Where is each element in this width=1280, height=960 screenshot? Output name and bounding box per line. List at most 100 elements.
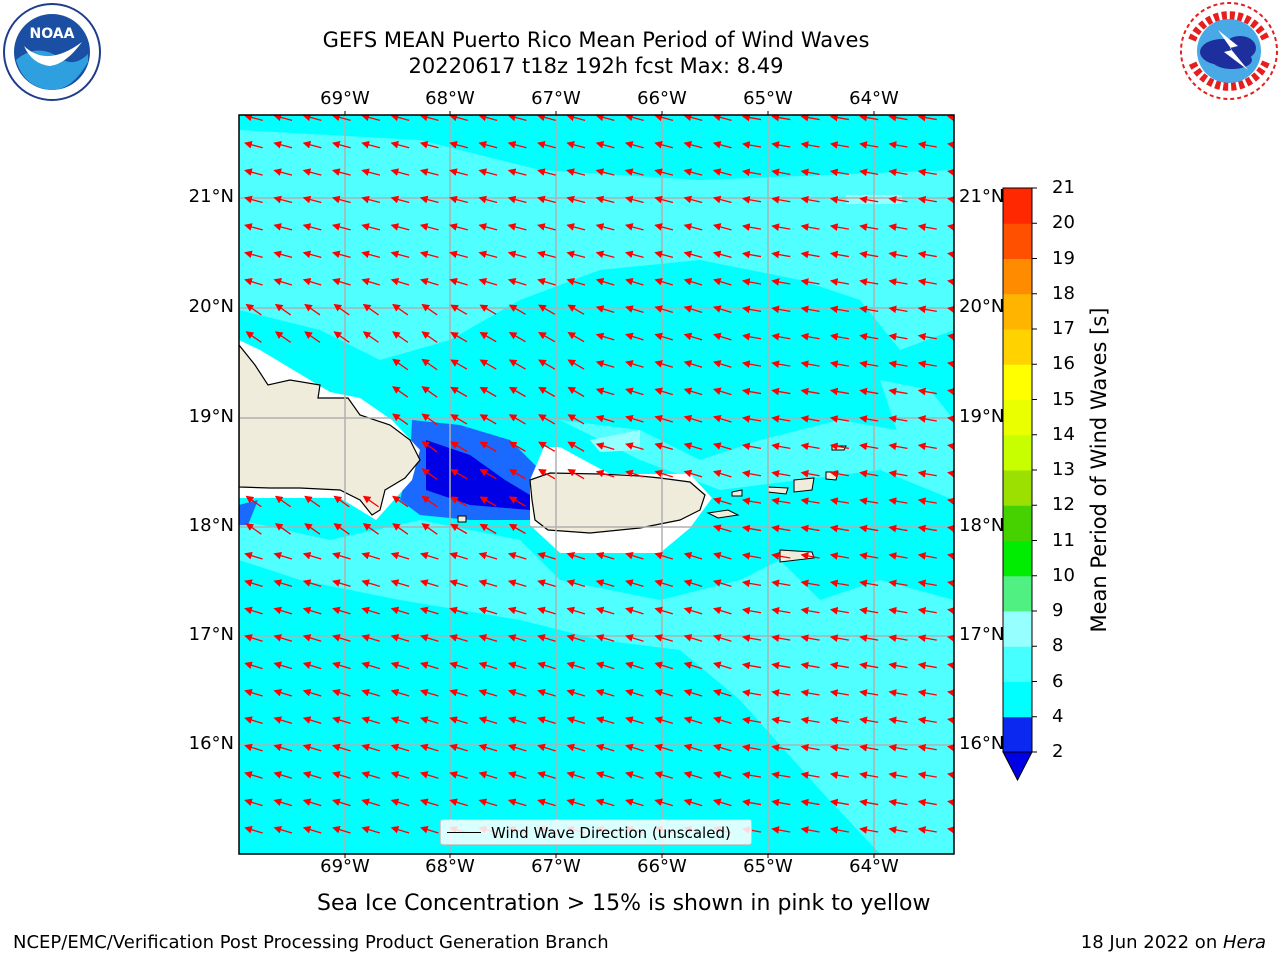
wave-direction-arrow [449, 716, 468, 725]
wave-direction-arrow [859, 332, 879, 341]
wave-direction-arrow [507, 250, 527, 259]
wave-direction-arrow [421, 440, 438, 453]
wave-direction-arrow [274, 495, 292, 508]
lon-label-top: 69°W [320, 88, 370, 109]
wave-direction-arrow [273, 716, 293, 725]
wave-direction-arrow [302, 223, 322, 231]
wave-direction-arrow [888, 552, 908, 560]
wave-direction-arrow [771, 771, 791, 780]
colorbar-tick-label: 14 [1052, 423, 1075, 445]
wave-direction-arrow [654, 634, 673, 642]
wave-direction-arrow [654, 606, 673, 615]
wave-direction-arrow [244, 277, 263, 286]
wave-direction-arrow [800, 415, 820, 423]
wave-direction-arrow [595, 414, 615, 423]
lon-label-bottom: 69°W [320, 856, 370, 877]
wave-direction-arrow [771, 634, 791, 643]
wave-direction-arrow [450, 304, 468, 315]
wave-direction-arrow [712, 688, 732, 697]
wave-direction-arrow [917, 223, 937, 232]
wave-direction-arrow [888, 743, 908, 752]
wave-direction-arrow [741, 552, 762, 560]
wave-direction-arrow [771, 141, 791, 149]
wave-direction-arrow [771, 524, 791, 533]
wave-direction-arrow [478, 277, 498, 286]
wave-direction-arrow [450, 441, 468, 452]
wave-direction-arrow [449, 688, 468, 697]
wave-direction-arrow [741, 661, 762, 670]
wave-direction-arrow [421, 413, 438, 426]
wave-direction-arrow [712, 140, 732, 149]
colorbar-segment [1003, 646, 1032, 682]
wave-direction-arrow [244, 606, 263, 615]
wave-direction-arrow [683, 277, 703, 286]
colorbar-tick-label: 10 [1052, 564, 1075, 586]
wave-direction-arrow [567, 386, 585, 398]
wave-direction-arrow [419, 223, 439, 231]
wave-direction-arrow [859, 469, 879, 478]
wave-direction-arrow [595, 305, 615, 314]
wave-direction-arrow [683, 634, 703, 642]
wave-direction-arrow [273, 606, 293, 615]
wave-direction-arrow [741, 716, 762, 725]
wave-direction-arrow [595, 579, 615, 588]
wave-direction-arrow [800, 798, 820, 807]
wave-direction-arrow [595, 551, 615, 560]
wave-direction-arrow [800, 195, 820, 204]
wave-direction-arrow [302, 115, 322, 122]
wave-direction-arrow [566, 115, 586, 122]
wave-direction-arrow [859, 497, 879, 506]
wave-direction-arrow [888, 168, 908, 177]
colorbar-segment [1003, 540, 1032, 577]
wave-direction-arrow [654, 223, 674, 231]
wave-direction-arrow [244, 825, 263, 834]
wave-direction-arrow [859, 168, 879, 177]
wave-direction-arrow [507, 579, 527, 588]
wave-direction-arrow [625, 414, 644, 423]
wave-direction-arrow [595, 277, 615, 286]
wave-direction-arrow [421, 331, 438, 343]
wave-direction-arrow [508, 332, 526, 343]
wave-direction-arrow [331, 168, 351, 176]
wave-direction-arrow [625, 798, 644, 807]
wave-direction-arrow [304, 331, 321, 343]
wave-direction-arrow [302, 716, 322, 725]
wave-direction-arrow [302, 277, 322, 286]
wave-direction-arrow [829, 634, 849, 643]
wave-direction-arrow [654, 688, 673, 697]
wave-direction-arrow [332, 551, 351, 560]
wave-direction-arrow [361, 195, 381, 204]
wave-direction-arrow [390, 661, 410, 670]
wave-direction-arrow [449, 634, 468, 642]
wave-direction-arrow [508, 469, 526, 480]
wave-direction-arrow [392, 523, 409, 535]
wave-direction-arrow [507, 771, 527, 779]
wave-direction-arrow [537, 579, 556, 588]
wave-direction-arrow [479, 304, 497, 315]
wave-direction-arrow [390, 579, 410, 588]
wave-direction-arrow [332, 688, 351, 697]
wave-direction-arrow [566, 771, 586, 779]
wave-direction-arrow [947, 223, 954, 232]
lat-label-left: 21°N [188, 186, 234, 207]
colorbar-segment [1003, 188, 1032, 224]
colorbar-segment [1003, 364, 1032, 400]
wave-direction-arrow [390, 688, 410, 697]
wave-direction-arrow [800, 278, 820, 286]
wave-direction-arrow [859, 579, 879, 588]
wave-direction-arrow [419, 661, 439, 670]
wave-direction-arrow [478, 688, 498, 697]
wave-direction-arrow [859, 689, 879, 697]
colorbar-tick-label: 19 [1052, 247, 1075, 269]
wave-direction-arrow [800, 469, 820, 478]
wave-direction-arrow [390, 798, 410, 807]
wave-direction-arrow [419, 250, 439, 259]
wave-direction-arrow [625, 771, 644, 779]
wave-direction-arrow [595, 688, 615, 697]
colorbar-tick-label: 9 [1052, 600, 1064, 621]
lat-label-right: 17°N [959, 624, 1005, 645]
wave-direction-arrow [654, 469, 673, 478]
wave-direction-arrow [361, 743, 380, 752]
wave-direction-arrow [859, 115, 879, 122]
